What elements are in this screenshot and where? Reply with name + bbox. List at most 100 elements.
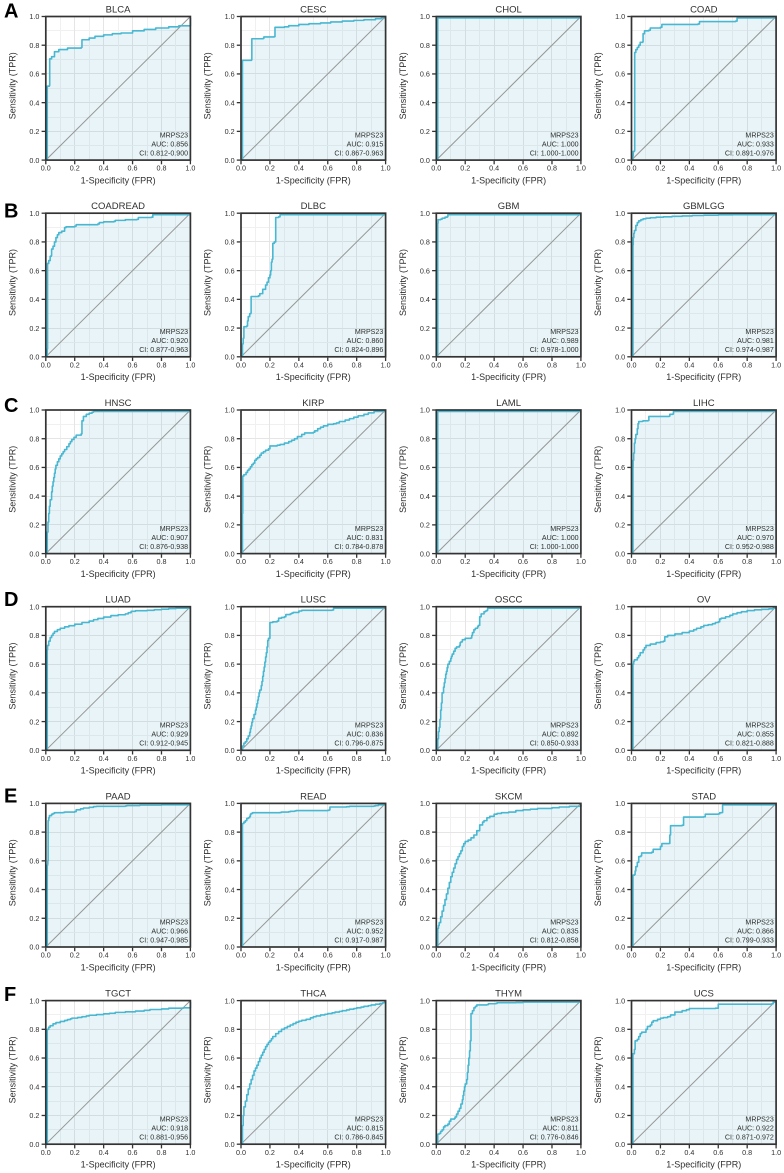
svg-text:1-Specificity (FPR): 1-Specificity (FPR) bbox=[666, 372, 741, 382]
svg-text:0.4: 0.4 bbox=[225, 885, 235, 894]
svg-text:0.2: 0.2 bbox=[460, 1148, 470, 1157]
svg-text:MRPS23: MRPS23 bbox=[550, 722, 578, 730]
svg-text:0.4: 0.4 bbox=[420, 295, 430, 304]
svg-text:AUC: 1.000: AUC: 1.000 bbox=[542, 140, 579, 148]
svg-text:0.8: 0.8 bbox=[225, 434, 235, 443]
svg-text:MRPS23: MRPS23 bbox=[745, 131, 773, 139]
svg-text:1-Specificity (FPR): 1-Specificity (FPR) bbox=[276, 766, 351, 776]
svg-text:CI: 0.947-0.985: CI: 0.947-0.985 bbox=[139, 936, 188, 944]
svg-text:0.8: 0.8 bbox=[420, 828, 430, 837]
svg-text:0.4: 0.4 bbox=[615, 885, 625, 894]
svg-text:0.6: 0.6 bbox=[615, 1054, 625, 1063]
svg-text:1-Specificity (FPR): 1-Specificity (FPR) bbox=[471, 1160, 546, 1170]
svg-text:0.0: 0.0 bbox=[236, 557, 246, 566]
svg-text:0.2: 0.2 bbox=[655, 557, 665, 566]
svg-text:0.6: 0.6 bbox=[420, 660, 430, 669]
svg-text:0.2: 0.2 bbox=[655, 164, 665, 173]
svg-text:0.8: 0.8 bbox=[225, 238, 235, 247]
svg-text:0.6: 0.6 bbox=[29, 266, 39, 275]
svg-text:CI: 0.877-0.963: CI: 0.877-0.963 bbox=[139, 346, 188, 354]
svg-text:0.2: 0.2 bbox=[420, 324, 430, 333]
svg-text:1.0: 1.0 bbox=[420, 12, 430, 21]
svg-text:0.0: 0.0 bbox=[41, 360, 51, 369]
svg-text:1.0: 1.0 bbox=[225, 799, 235, 808]
svg-text:1-Specificity (FPR): 1-Specificity (FPR) bbox=[81, 175, 156, 185]
svg-text:Sensitivity (TPR): Sensitivity (TPR) bbox=[7, 446, 17, 513]
svg-text:0.4: 0.4 bbox=[615, 295, 625, 304]
svg-text:BLCA: BLCA bbox=[106, 5, 131, 16]
svg-text:0.0: 0.0 bbox=[431, 164, 441, 173]
svg-text:MRPS23: MRPS23 bbox=[355, 525, 383, 533]
svg-text:0.0: 0.0 bbox=[627, 754, 637, 763]
svg-text:0.0: 0.0 bbox=[615, 353, 625, 362]
svg-text:Sensitivity (TPR): Sensitivity (TPR) bbox=[203, 52, 213, 119]
svg-text:0.8: 0.8 bbox=[420, 434, 430, 443]
svg-text:1.0: 1.0 bbox=[771, 951, 781, 960]
svg-text:0.8: 0.8 bbox=[742, 360, 752, 369]
svg-text:Sensitivity (TPR): Sensitivity (TPR) bbox=[7, 839, 17, 906]
svg-text:1.0: 1.0 bbox=[615, 209, 625, 218]
svg-text:1.0: 1.0 bbox=[576, 360, 586, 369]
svg-text:MRPS23: MRPS23 bbox=[160, 722, 188, 730]
svg-text:0.4: 0.4 bbox=[99, 754, 109, 763]
svg-text:MRPS23: MRPS23 bbox=[550, 918, 578, 926]
svg-text:0.8: 0.8 bbox=[547, 557, 557, 566]
svg-text:0.6: 0.6 bbox=[615, 660, 625, 669]
svg-text:MRPS23: MRPS23 bbox=[745, 918, 773, 926]
svg-text:MRPS23: MRPS23 bbox=[550, 328, 578, 336]
svg-text:0.0: 0.0 bbox=[41, 754, 51, 763]
svg-text:0.6: 0.6 bbox=[615, 857, 625, 866]
svg-text:C: C bbox=[4, 395, 18, 417]
svg-text:MRPS23: MRPS23 bbox=[550, 525, 578, 533]
svg-text:0.8: 0.8 bbox=[156, 557, 166, 566]
svg-text:0.2: 0.2 bbox=[265, 754, 275, 763]
svg-text:Sensitivity (TPR): Sensitivity (TPR) bbox=[203, 1036, 213, 1103]
svg-text:Sensitivity (TPR): Sensitivity (TPR) bbox=[398, 642, 408, 709]
svg-text:0.4: 0.4 bbox=[684, 951, 694, 960]
svg-text:0.8: 0.8 bbox=[547, 754, 557, 763]
svg-text:0.0: 0.0 bbox=[225, 549, 235, 558]
svg-text:0.8: 0.8 bbox=[615, 1025, 625, 1034]
svg-text:0.4: 0.4 bbox=[294, 951, 304, 960]
svg-text:Sensitivity (TPR): Sensitivity (TPR) bbox=[398, 1036, 408, 1103]
svg-text:Sensitivity (TPR): Sensitivity (TPR) bbox=[593, 839, 603, 906]
svg-text:0.2: 0.2 bbox=[70, 164, 80, 173]
svg-text:0.4: 0.4 bbox=[29, 492, 39, 501]
svg-text:0.4: 0.4 bbox=[684, 754, 694, 763]
svg-text:1.0: 1.0 bbox=[29, 996, 39, 1005]
svg-text:1.0: 1.0 bbox=[225, 996, 235, 1005]
svg-text:Sensitivity (TPR): Sensitivity (TPR) bbox=[398, 249, 408, 316]
svg-text:0.8: 0.8 bbox=[352, 754, 362, 763]
svg-text:0.0: 0.0 bbox=[627, 360, 637, 369]
svg-text:AUC: 1.000: AUC: 1.000 bbox=[542, 534, 579, 542]
svg-text:1.0: 1.0 bbox=[420, 996, 430, 1005]
svg-text:AUC: 0.922: AUC: 0.922 bbox=[737, 1125, 774, 1133]
svg-text:1.0: 1.0 bbox=[615, 406, 625, 415]
svg-text:CI: 0.974-0.987: CI: 0.974-0.987 bbox=[725, 346, 774, 354]
svg-text:0.0: 0.0 bbox=[615, 156, 625, 165]
svg-text:1-Specificity (FPR): 1-Specificity (FPR) bbox=[666, 175, 741, 185]
svg-text:1.0: 1.0 bbox=[381, 164, 391, 173]
svg-text:1.0: 1.0 bbox=[420, 406, 430, 415]
svg-text:0.6: 0.6 bbox=[518, 557, 528, 566]
svg-text:0.6: 0.6 bbox=[225, 70, 235, 79]
svg-text:0.8: 0.8 bbox=[156, 360, 166, 369]
svg-text:0.6: 0.6 bbox=[225, 266, 235, 275]
svg-text:CI: 0.850-0.933: CI: 0.850-0.933 bbox=[530, 740, 579, 748]
svg-text:0.0: 0.0 bbox=[29, 943, 39, 952]
svg-text:0.0: 0.0 bbox=[627, 164, 637, 173]
svg-text:0.6: 0.6 bbox=[29, 70, 39, 79]
svg-text:1.0: 1.0 bbox=[576, 754, 586, 763]
svg-text:THYM: THYM bbox=[495, 989, 522, 1000]
svg-text:1.0: 1.0 bbox=[29, 406, 39, 415]
svg-text:0.0: 0.0 bbox=[431, 360, 441, 369]
svg-text:0.6: 0.6 bbox=[518, 754, 528, 763]
svg-text:1-Specificity (FPR): 1-Specificity (FPR) bbox=[276, 372, 351, 382]
svg-text:1.0: 1.0 bbox=[576, 557, 586, 566]
svg-text:1-Specificity (FPR): 1-Specificity (FPR) bbox=[471, 372, 546, 382]
svg-text:0.2: 0.2 bbox=[615, 717, 625, 726]
svg-text:D: D bbox=[4, 589, 18, 611]
svg-text:1.0: 1.0 bbox=[771, 557, 781, 566]
svg-text:0.2: 0.2 bbox=[265, 360, 275, 369]
svg-text:Sensitivity (TPR): Sensitivity (TPR) bbox=[398, 839, 408, 906]
